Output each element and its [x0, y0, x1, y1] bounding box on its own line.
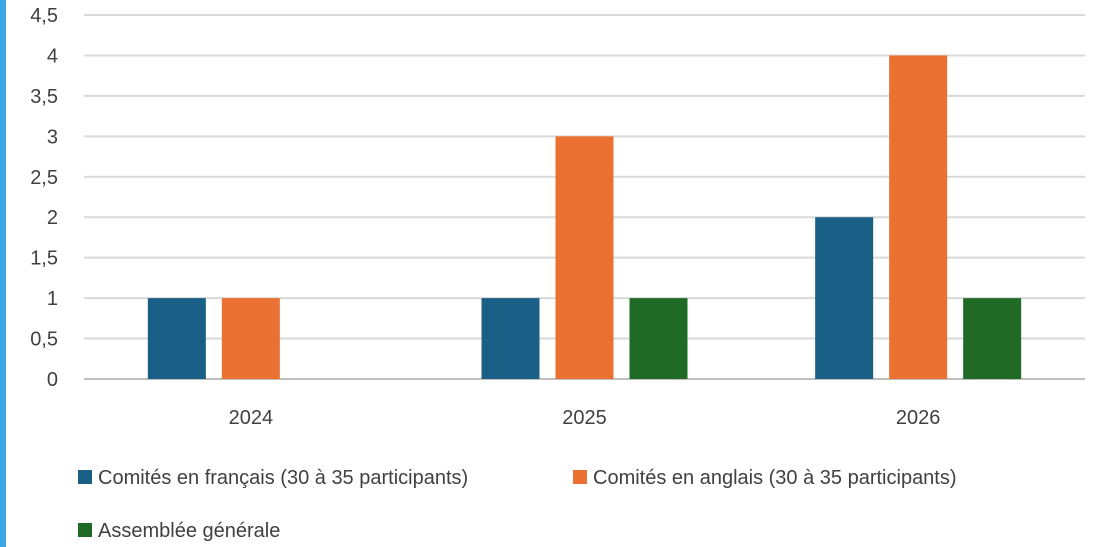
y-tick-label: 3	[47, 126, 58, 148]
x-tick-label: 2026	[896, 407, 941, 429]
y-tick-label: 4	[47, 45, 58, 67]
bar-3-2025	[629, 298, 688, 379]
legend-label: Assemblée générale	[98, 520, 280, 542]
legend-label: Comités en français (30 à 35 participant…	[98, 467, 468, 489]
y-tick-label: 3,5	[30, 86, 58, 108]
y-tick-label: 0	[47, 369, 58, 391]
legend: Comités en français (30 à 35 participant…	[78, 467, 957, 542]
legend-swatch	[78, 523, 92, 537]
y-tick-label: 1	[47, 288, 58, 310]
y-tick-label: 4,5	[30, 5, 58, 27]
bar-1-2026	[815, 217, 874, 379]
x-tick-label: 2024	[229, 407, 274, 429]
bar-2-2025	[555, 136, 614, 379]
legend-label: Comités en anglais (30 à 35 participants…	[593, 467, 957, 489]
x-axis-tick-labels: 2024 2025 2026	[229, 407, 941, 429]
bar-1-2024	[147, 298, 206, 379]
bar-2-2026	[889, 55, 948, 379]
y-tick-label: 2	[47, 207, 58, 229]
bar-2-2024	[221, 298, 280, 379]
legend-swatch	[78, 470, 92, 484]
y-tick-label: 1,5	[30, 248, 58, 270]
y-tick-label: 0,5	[30, 329, 58, 351]
x-tick-label: 2025	[562, 407, 607, 429]
y-axis-tick-labels: 0 0,5 1 1,5 2 2,5 3 3,5 4 4,5	[30, 5, 58, 391]
legend-swatch	[573, 470, 587, 484]
y-tick-label: 2,5	[30, 167, 58, 189]
bars	[147, 55, 1022, 379]
left-accent-bar	[0, 0, 6, 547]
bar-3-2026	[963, 298, 1022, 379]
bar-1-2025	[481, 298, 540, 379]
